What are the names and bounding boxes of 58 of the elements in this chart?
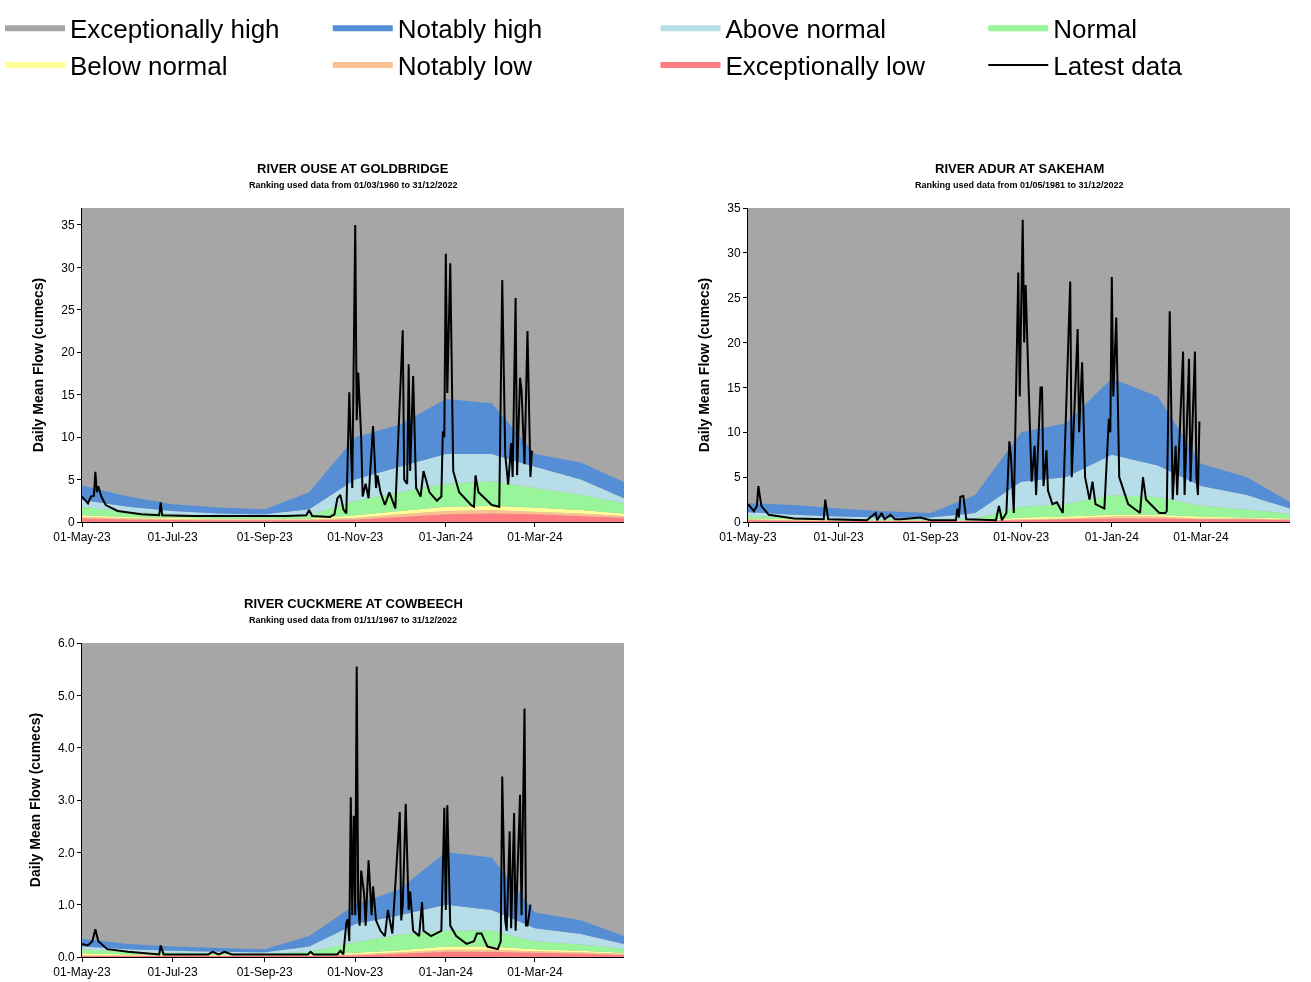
- y-tick-label: 5.0: [57, 688, 75, 703]
- legend-label: Exceptionally high: [70, 14, 280, 45]
- y-tick-label: 15: [61, 387, 75, 402]
- x-tick-label: 01-Sep-23: [236, 965, 293, 980]
- x-tick-label: 01-Jan-24: [418, 530, 474, 545]
- y-tick-label: 35: [727, 201, 741, 216]
- legend-label: Normal: [1053, 14, 1138, 45]
- chart-subtitle: Ranking used data from 01/11/1967 to 31/12/2022: [249, 615, 458, 625]
- x-tick-label: 01-Nov-23: [993, 530, 1050, 545]
- y-tick-label: 4.0: [57, 740, 75, 755]
- y-tick-label: 0: [733, 515, 741, 530]
- y-axis-title: Daily Mean Flow (cumecs): [29, 277, 46, 453]
- chart-subtitle: Ranking used data from 01/05/1981 to 31/12/2022: [915, 180, 1124, 190]
- legend-label: Below normal: [70, 51, 228, 82]
- y-tick-label: 0.0: [57, 950, 75, 965]
- y-tick-label: 5: [67, 472, 75, 487]
- x-tick-label: 01-Mar-24: [1173, 530, 1229, 545]
- y-tick-label: 6.0: [57, 636, 75, 651]
- x-tick-label: 01-May-23: [719, 530, 777, 545]
- x-tick-label: 01-Jul-23: [147, 530, 198, 545]
- x-tick-label: 01-Sep-23: [236, 530, 293, 545]
- y-tick-label: 20: [727, 335, 741, 350]
- x-tick-label: 01-Jul-23: [813, 530, 864, 545]
- y-tick-label: 35: [61, 218, 75, 233]
- chart-title: RIVER ADUR AT SAKEHAM: [935, 161, 1105, 176]
- y-tick-label: 30: [727, 246, 741, 261]
- y-tick-label: 15: [727, 380, 741, 395]
- y-tick-label: 30: [61, 260, 75, 275]
- y-tick-label: 25: [727, 290, 741, 305]
- x-tick-label: 01-Nov-23: [327, 530, 384, 545]
- legend-label: Above normal: [725, 14, 886, 45]
- y-axis-title: Daily Mean Flow (cumecs): [26, 712, 43, 888]
- legend-label: Notably high: [397, 14, 543, 45]
- y-tick-label: 3.0: [57, 793, 75, 808]
- x-tick-label: 01-Sep-23: [902, 530, 959, 545]
- y-tick-label: 1.0: [57, 897, 75, 912]
- x-tick-label: 01-May-23: [53, 965, 111, 980]
- y-tick-label: 10: [61, 430, 75, 445]
- y-tick-label: 20: [61, 345, 75, 360]
- x-tick-label: 01-Mar-24: [507, 530, 563, 545]
- legend-label: Latest data: [1053, 51, 1183, 82]
- y-tick-label: 0: [67, 515, 75, 530]
- x-tick-label: 01-Mar-24: [507, 965, 563, 980]
- y-tick-label: 10: [727, 425, 741, 440]
- y-axis-title: Daily Mean Flow (cumecs): [695, 277, 712, 453]
- x-tick-label: 01-Nov-23: [327, 965, 384, 980]
- chart-subtitle: Ranking used data from 01/03/1960 to 31/12/2022: [249, 180, 458, 190]
- chart-title: RIVER CUCKMERE AT COWBEECH: [244, 596, 463, 611]
- x-tick-label: 01-Jan-24: [1084, 530, 1140, 545]
- legend-label: Notably low: [397, 51, 533, 82]
- y-tick-label: 25: [61, 303, 75, 318]
- x-tick-label: 01-Jul-23: [147, 965, 198, 980]
- x-tick-label: 01-May-23: [53, 530, 111, 545]
- x-tick-label: 01-Jan-24: [418, 965, 474, 980]
- y-tick-label: 2.0: [57, 845, 75, 860]
- y-tick-label: 5: [733, 470, 741, 485]
- legend-label: Exceptionally low: [725, 51, 926, 82]
- chart-title: RIVER OUSE AT GOLDBRIDGE: [257, 161, 449, 176]
